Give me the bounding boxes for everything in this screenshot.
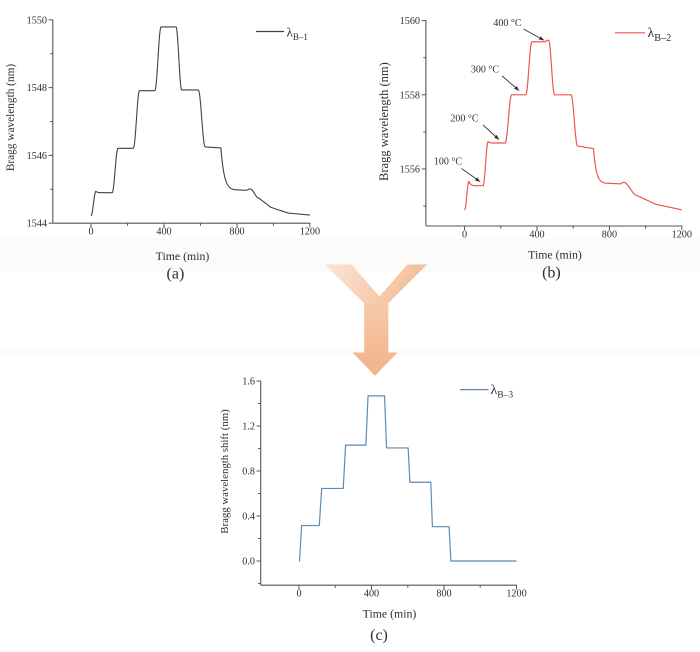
svg-text:Bragg wavelength shift (nm): Bragg wavelength shift (nm) [219, 409, 231, 534]
svg-text:1556: 1556 [400, 165, 420, 176]
svg-text:300 °C: 300 °C [471, 65, 499, 76]
svg-text:1544: 1544 [27, 219, 47, 230]
svg-text:(b): (b) [542, 265, 561, 282]
svg-text:400: 400 [156, 227, 171, 238]
svg-text:(a): (a) [167, 266, 185, 283]
svg-text:1560: 1560 [400, 16, 420, 27]
svg-text:0: 0 [88, 227, 93, 238]
svg-text:400 °C: 400 °C [493, 18, 521, 29]
svg-text:200 °C: 200 °C [450, 114, 478, 125]
svg-text:1548: 1548 [27, 83, 47, 94]
svg-text:1200: 1200 [506, 589, 526, 600]
svg-text:Time (min): Time (min) [363, 607, 417, 621]
svg-text:0.0: 0.0 [242, 557, 255, 568]
svg-text:100 °C: 100 °C [434, 157, 462, 168]
svg-text:400: 400 [529, 229, 544, 240]
svg-text:Time (min): Time (min) [528, 248, 582, 262]
svg-text:800: 800 [436, 589, 451, 600]
svg-text:1546: 1546 [27, 151, 47, 162]
svg-text:800: 800 [602, 229, 617, 240]
svg-text:0: 0 [462, 229, 467, 240]
svg-text:400: 400 [364, 589, 379, 600]
svg-text:1200: 1200 [672, 229, 692, 240]
svg-text:1200: 1200 [300, 227, 320, 238]
svg-text:Bragg wavelength (nm): Bragg wavelength (nm) [5, 64, 17, 172]
svg-text:0: 0 [296, 589, 301, 600]
svg-text:0.8: 0.8 [242, 467, 255, 478]
svg-text:1.2: 1.2 [242, 422, 255, 433]
svg-text:1550: 1550 [27, 15, 47, 26]
svg-text:Time (min): Time (min) [156, 249, 210, 263]
svg-text:1.6: 1.6 [242, 377, 255, 388]
svg-text:(c): (c) [370, 627, 388, 644]
svg-text:800: 800 [229, 227, 244, 238]
svg-text:0.4: 0.4 [242, 512, 255, 523]
svg-text:Bragg wavelength (nm): Bragg wavelength (nm) [377, 62, 391, 181]
svg-text:1558: 1558 [400, 90, 420, 101]
